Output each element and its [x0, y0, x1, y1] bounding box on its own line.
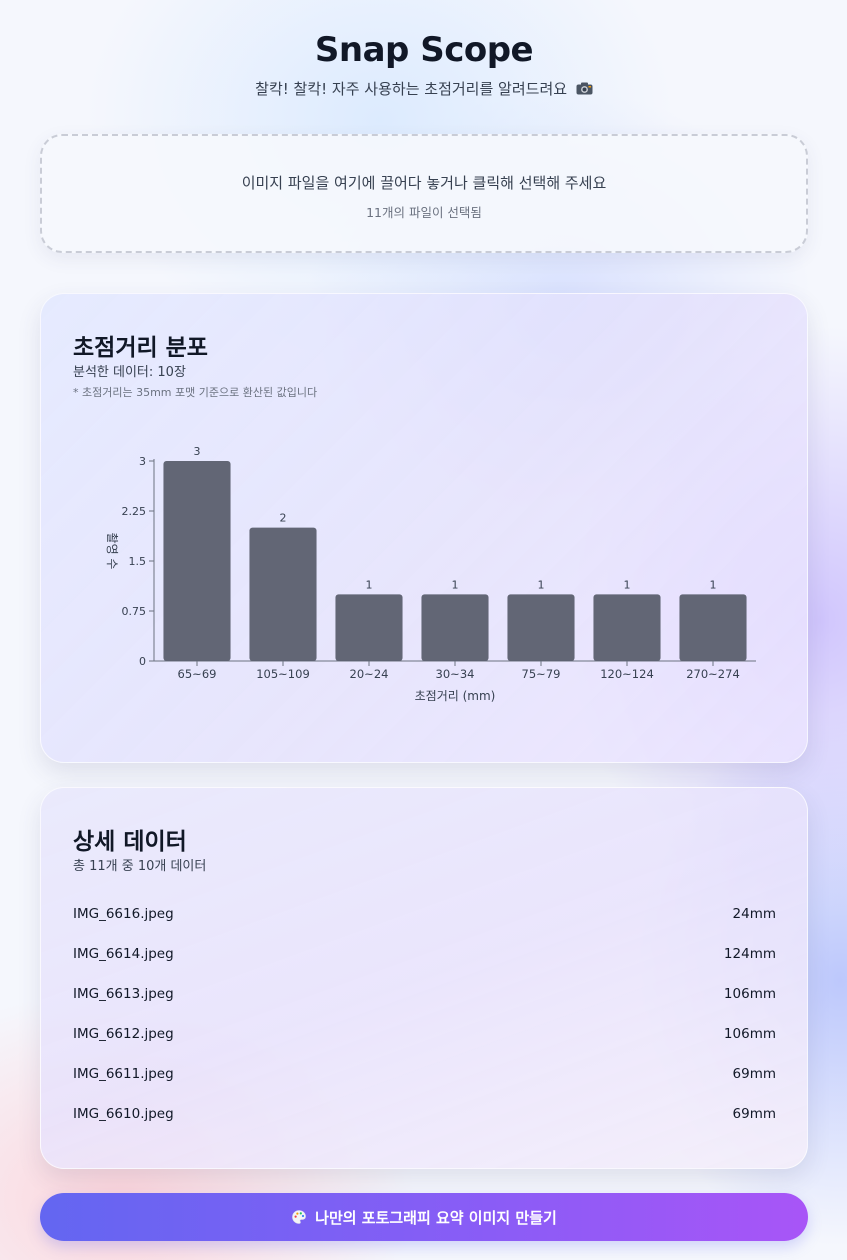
chart-card-title: 초점거리 분포 [73, 335, 208, 361]
chart-bar [507, 594, 575, 661]
file-name: IMG_6611.jpeg [73, 1066, 174, 1082]
dropzone-instruction: 이미지 파일을 여기에 끌어다 놓거나 클릭해 선택해 주세요 [241, 174, 607, 192]
focal-length-value: 24mm [732, 906, 776, 922]
table-row: IMG_6611.jpeg 69mm [73, 1066, 776, 1090]
chart-bar [421, 594, 489, 661]
conversion-note: * 초점거리는 35mm 포맷 기준으로 환산된 값입니다 [73, 386, 318, 399]
create-summary-image-button[interactable]: 나만의 포토그래피 요약 이미지 만들기 [40, 1193, 808, 1241]
bar-value-label: 3 [194, 445, 201, 458]
x-tick-label: 30~34 [436, 667, 475, 681]
x-tick-label: 270~274 [686, 667, 740, 681]
chart-bar [335, 594, 403, 661]
focal-length-value: 69mm [732, 1066, 776, 1082]
bar-value-label: 1 [452, 578, 459, 591]
bar-value-label: 1 [538, 578, 545, 591]
x-tick-label: 105~109 [256, 667, 310, 681]
y-tick-label: 3 [139, 455, 146, 468]
cta-label: 나만의 포토그래피 요약 이미지 만들기 [315, 1208, 557, 1227]
bar-value-label: 2 [280, 512, 287, 525]
x-tick-label: 75~79 [522, 667, 561, 681]
dropzone-file-count: 11개의 파일이 선택됨 [366, 205, 482, 220]
analyzed-count: 분석한 데이터: 10장 [73, 365, 186, 380]
focal-length-value: 124mm [723, 946, 776, 962]
focal-distribution-card: 초점거리 분포 분석한 데이터: 10장 * 초점거리는 35mm 포맷 기준으… [40, 293, 808, 763]
x-tick-label: 20~24 [350, 667, 389, 681]
file-name: IMG_6612.jpeg [73, 1026, 174, 1042]
palette-icon [292, 1210, 306, 1224]
file-dropzone[interactable]: 이미지 파일을 여기에 끌어다 놓거나 클릭해 선택해 주세요 11개의 파일이… [40, 134, 808, 253]
y-tick-label: 1.5 [129, 555, 147, 568]
y-tick-label: 0.75 [122, 605, 147, 618]
bar-value-label: 1 [710, 578, 717, 591]
file-name: IMG_6613.jpeg [73, 986, 174, 1002]
chart-bar [679, 594, 747, 661]
focal-length-value: 106mm [723, 986, 776, 1002]
table-row: IMG_6616.jpeg 24mm [73, 906, 776, 930]
table-row: IMG_6610.jpeg 69mm [73, 1106, 776, 1130]
table-row: IMG_6614.jpeg 124mm [73, 946, 776, 970]
focal-length-bar-chart: 0 0.75 1.5 2.25 3 3 65~69 2 105~109 1 20~24 1 30~34 1… [105, 445, 756, 703]
x-tick-label: 65~69 [178, 667, 217, 681]
app-subtitle: 찰칵! 찰칵! 자주 사용하는 초점거리를 알려드려요 [40, 78, 808, 99]
camera-icon [576, 82, 593, 95]
bar-value-label: 1 [366, 578, 373, 591]
subtitle-text: 찰칵! 찰칵! 자주 사용하는 초점거리를 알려드려요 [255, 80, 568, 98]
file-name: IMG_6614.jpeg [73, 946, 174, 962]
chart-bar [593, 594, 661, 661]
x-axis-title: 초점거리 (mm) [415, 689, 496, 703]
detail-data-card: 상세 데이터 총 11개 중 10개 데이터 IMG_6616.jpeg 24m… [40, 787, 808, 1169]
focal-length-value: 106mm [723, 1026, 776, 1042]
app-title: Snap Scope [314, 30, 534, 70]
x-tick-label: 120~124 [600, 667, 654, 681]
file-name: IMG_6610.jpeg [73, 1106, 174, 1122]
y-tick-label: 2.25 [122, 505, 147, 518]
y-axis-title: 촬영 수 [105, 533, 119, 570]
chart-bar [163, 461, 231, 661]
detail-summary: 총 11개 중 10개 데이터 [73, 859, 207, 874]
table-row: IMG_6612.jpeg 106mm [73, 1026, 776, 1050]
file-name: IMG_6616.jpeg [73, 906, 174, 922]
detail-card-title: 상세 데이터 [73, 829, 187, 855]
table-row: IMG_6613.jpeg 106mm [73, 986, 776, 1010]
focal-length-value: 69mm [732, 1106, 776, 1122]
y-tick-label: 0 [139, 655, 146, 668]
bar-value-label: 1 [624, 578, 631, 591]
chart-bar [249, 527, 317, 661]
